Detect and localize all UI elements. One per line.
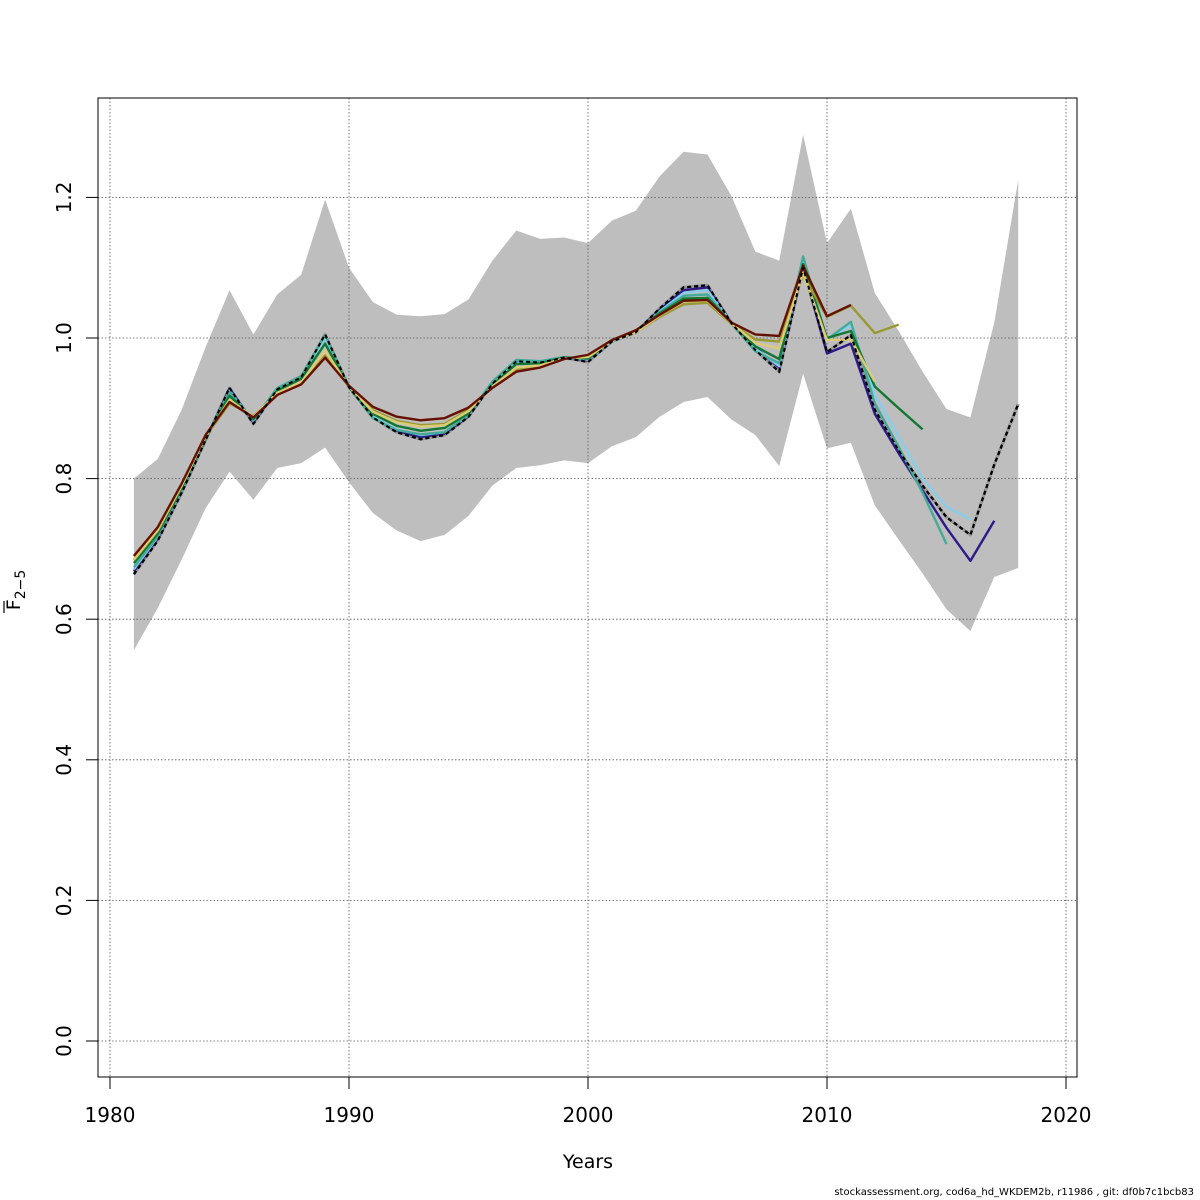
y-tick-label: 0.2 <box>52 884 76 916</box>
series-layer <box>132 255 1020 576</box>
y-axis-title: F2−5 <box>3 570 29 613</box>
y-tick-label: 0.6 <box>52 603 76 635</box>
y-tick-label: 1.0 <box>52 322 76 354</box>
x-tick-label: 1990 <box>324 1103 375 1127</box>
x-tick-label: 2010 <box>802 1103 853 1127</box>
y-axis-title-main: F <box>3 599 25 610</box>
x-tick-label: 1980 <box>85 1103 136 1127</box>
x-axis-title: Years <box>562 1151 613 1173</box>
y-axis-title-sub: 2−5 <box>13 570 29 600</box>
y-tick-label: 0.4 <box>52 744 76 776</box>
confidence-band <box>133 134 1019 651</box>
y-tick-label: 0.0 <box>52 1025 76 1057</box>
confidence-band-layer <box>133 134 1019 651</box>
axis-layer: 1980 1990 2000 2010 2020 0.0 0.2 0.4 0.6 0.8 1.0 1.… <box>52 181 1091 1127</box>
svg-text:F2−5: F2−5 <box>3 570 29 610</box>
series-line-base-top <box>133 267 1020 575</box>
x-tick-label: 2020 <box>1041 1103 1092 1127</box>
y-tick-label: 0.8 <box>52 463 76 495</box>
footer-credit: stockassessment.org, cod6a_hd_WKDEM2b, r… <box>834 1187 1194 1198</box>
y-tick-label: 1.2 <box>52 181 76 213</box>
x-tick-label: 2000 <box>563 1103 614 1127</box>
